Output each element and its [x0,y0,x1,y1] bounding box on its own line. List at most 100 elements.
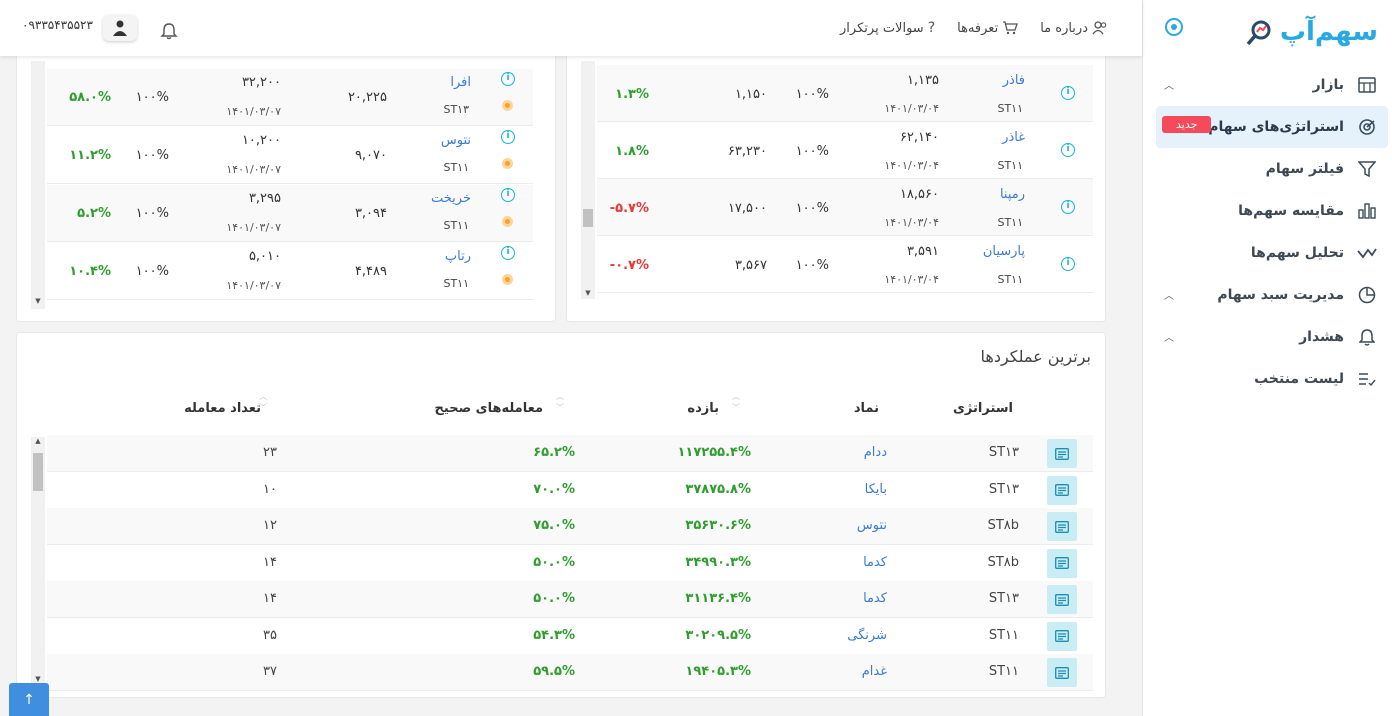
symbol-link[interactable]: بایکا [864,481,887,497]
weight: ۱۰۰% [795,201,829,216]
details-button[interactable] [1047,512,1077,541]
user-icon [113,20,127,36]
open-positions-card-right: ▼ i فاذر ST۱۱ ۱,۱۳۵ ۱۴۰۱/۰۳/۰۴ ۱۰۰% ۱,۱۵۰ ۱.۳% i… [566,40,1106,322]
symbol-link[interactable]: رمپنا [999,187,1025,202]
sidebar-item-label: تحلیل سهم‌ها [1250,245,1344,261]
scrollbar[interactable]: ▲ ▼ [31,437,45,685]
details-button[interactable] [1047,475,1077,505]
symbol-link[interactable]: خریخت [431,191,471,206]
user-phone: ۰۹۳۳۵۴۳۵۵۲۳ [22,18,93,32]
strategy-cell: ST۱۱ [988,627,1019,643]
table-row: ST۱۳ کدما ۳۱۱۳۶.۴% ۵۰.۰% ۱۴ [47,581,1093,618]
sort-icon[interactable]: ︿ ﹀ [556,392,564,412]
cart-icon [1003,21,1019,35]
sidebar-item-filter[interactable]: فیلتر سهام [1156,148,1388,190]
scrollbar[interactable]: ▼ [31,61,45,309]
chevron-up-icon[interactable]: ︿ [1164,291,1174,302]
symbol-link[interactable]: غدام [861,664,887,679]
store-icon [1356,74,1378,96]
chevron-up-icon[interactable]: ︿ [1164,333,1174,344]
strategy-code: ST۱۱ [997,159,1023,172]
brand-name: سهم‌آپ [1279,17,1378,47]
sidebar-item-portfolio[interactable]: مدیریت سبد سهام ︿ [1156,274,1388,316]
top-header: ۰۹۳۳۵۴۳۵۵۲۳ درباره ما تعرفه‌ها ? سوالات … [0,0,1142,56]
header-correct-trades[interactable]: معامله‌های صحیح [434,401,543,416]
scrollbar[interactable]: ▼ [581,61,595,299]
trade-count-cell: ۲۳ [263,445,277,460]
entry-price: ۶۳,۲۳۰ [727,144,767,159]
symbol-link[interactable]: شرنگی [847,627,887,643]
symbol-link[interactable]: پارسیان [982,244,1025,259]
exit-price: ۱,۱۳۵ [906,73,939,88]
details-button[interactable] [1047,439,1077,468]
target-icon[interactable] [1165,18,1183,36]
sidebar-item-strategies[interactable]: استراتژی‌های سهام جدید [1156,106,1388,148]
scroll-down-arrow[interactable]: ▼ [35,675,41,683]
header-return[interactable]: بازده [687,401,719,416]
nav-about[interactable]: درباره ما [1040,20,1108,36]
chevron-up-icon[interactable]: ︿ [1164,81,1174,92]
brand-logo[interactable]: سهم‌آپ [1244,12,1378,52]
nav-faq[interactable]: ? سوالات پرتکرار [840,20,935,36]
strategy-code: ST۱۱ [997,216,1023,229]
details-button[interactable] [1047,548,1077,578]
status-dot-icon [502,216,513,227]
sidebar-item-market[interactable]: بازار ︿ [1156,64,1388,106]
strategy-code: ST۱۱ [443,219,469,232]
sidebar-item-alert[interactable]: هشدار ︿ [1156,316,1388,358]
question-icon: ? [927,20,936,36]
scroll-up-arrow[interactable]: ▲ [35,437,41,445]
sidebar-item-analysis[interactable]: تحلیل سهم‌ها [1156,232,1388,274]
details-button[interactable] [1047,621,1077,651]
info-icon[interactable]: i [1061,86,1075,100]
symbol-link[interactable]: کدما [863,554,887,570]
symbol-link[interactable]: ددام [863,445,887,460]
info-icon[interactable]: i [501,188,515,202]
symbol-link[interactable]: نتوس [856,518,887,533]
scroll-to-top-button[interactable]: ↑ [9,683,49,716]
symbol-link[interactable]: نتوس [440,133,471,148]
scroll-down-arrow[interactable]: ▼ [585,289,591,297]
symbol-link[interactable]: غاذر [1002,130,1025,145]
header-trade-count[interactable]: تعداد معامله [184,401,261,416]
table-row: i رتاپ ST۱۱ ۵,۰۱۰ ۱۴۰۱/۰۳/۰۷ ۴,۴۸۹ ۱۰۰% ۱۰.۴% [47,243,533,300]
info-icon[interactable]: i [501,246,515,260]
symbol-link[interactable]: رتاپ [444,249,471,264]
info-icon[interactable]: i [1061,143,1075,157]
scroll-thumb[interactable] [583,209,593,227]
avatar[interactable] [103,15,137,41]
info-icon[interactable]: i [1061,200,1075,214]
strategy-icon [1356,116,1378,138]
details-button[interactable] [1047,585,1077,614]
open-positions-card-left: ▼ i افرا ST۱۳ ۳۲,۲۰۰ ۱۴۰۱/۰۳/۰۷ ۲۰,۲۲۵ ۱۰۰% ۵۸.… [16,40,556,322]
info-icon[interactable]: i [501,130,515,144]
document-icon [1055,666,1069,679]
sort-icon[interactable]: ︿ ﹀ [732,392,740,412]
pie-chart-icon [1356,284,1378,306]
symbol-link[interactable]: فاذر [1002,73,1025,88]
sidebar-item-watchlist[interactable]: لیست منتخب [1156,358,1388,400]
symbol-link[interactable]: افرا [450,75,471,90]
table-row: i نتوس ST۱۱ ۱۰,۲۰۰ ۱۴۰۱/۰۳/۰۷ ۹,۰۷۰ ۱۰۰% ۱۱.۲% [47,127,533,184]
header-symbol[interactable]: نماد [853,401,879,416]
symbol-link[interactable]: کدما [863,591,887,606]
notification-bell-icon[interactable] [160,22,178,40]
table-row: i افرا ST۱۳ ۳۲,۲۰۰ ۱۴۰۱/۰۳/۰۷ ۲۰,۲۲۵ ۱۰۰% ۵۸.۰% [47,69,533,126]
info-icon[interactable]: i [501,72,515,86]
strategy-cell: ST۱۱ [988,664,1019,679]
nav-pricing[interactable]: تعرفه‌ها [957,20,1019,36]
details-button[interactable] [1047,658,1077,687]
info-icon[interactable]: i [1061,257,1075,271]
exit-price: ۱۸,۵۶۰ [899,187,939,202]
analysis-icon [1356,242,1378,264]
header-strategy[interactable]: استراتژی [953,401,1013,416]
sidebar-item-compare[interactable]: مقایسه سهم‌ها [1156,190,1388,232]
exit-date: ۱۴۰۱/۰۳/۰۷ [226,163,281,176]
scroll-down-arrow[interactable]: ▼ [35,297,41,305]
return-percent: ۵.۲% [77,206,111,221]
table-row: i غاذر ST۱۱ ۶۲,۱۴۰ ۱۴۰۱/۰۳/۰۴ ۱۰۰% ۶۳,۲۳۰ ۱.۸% [597,122,1093,179]
sort-icon[interactable]: ︿ ﹀ [259,392,267,412]
scroll-thumb[interactable] [33,453,43,491]
correct-trades-cell: ۵۹.۵% [533,664,575,679]
strategy-code: ST۱۱ [997,102,1023,115]
